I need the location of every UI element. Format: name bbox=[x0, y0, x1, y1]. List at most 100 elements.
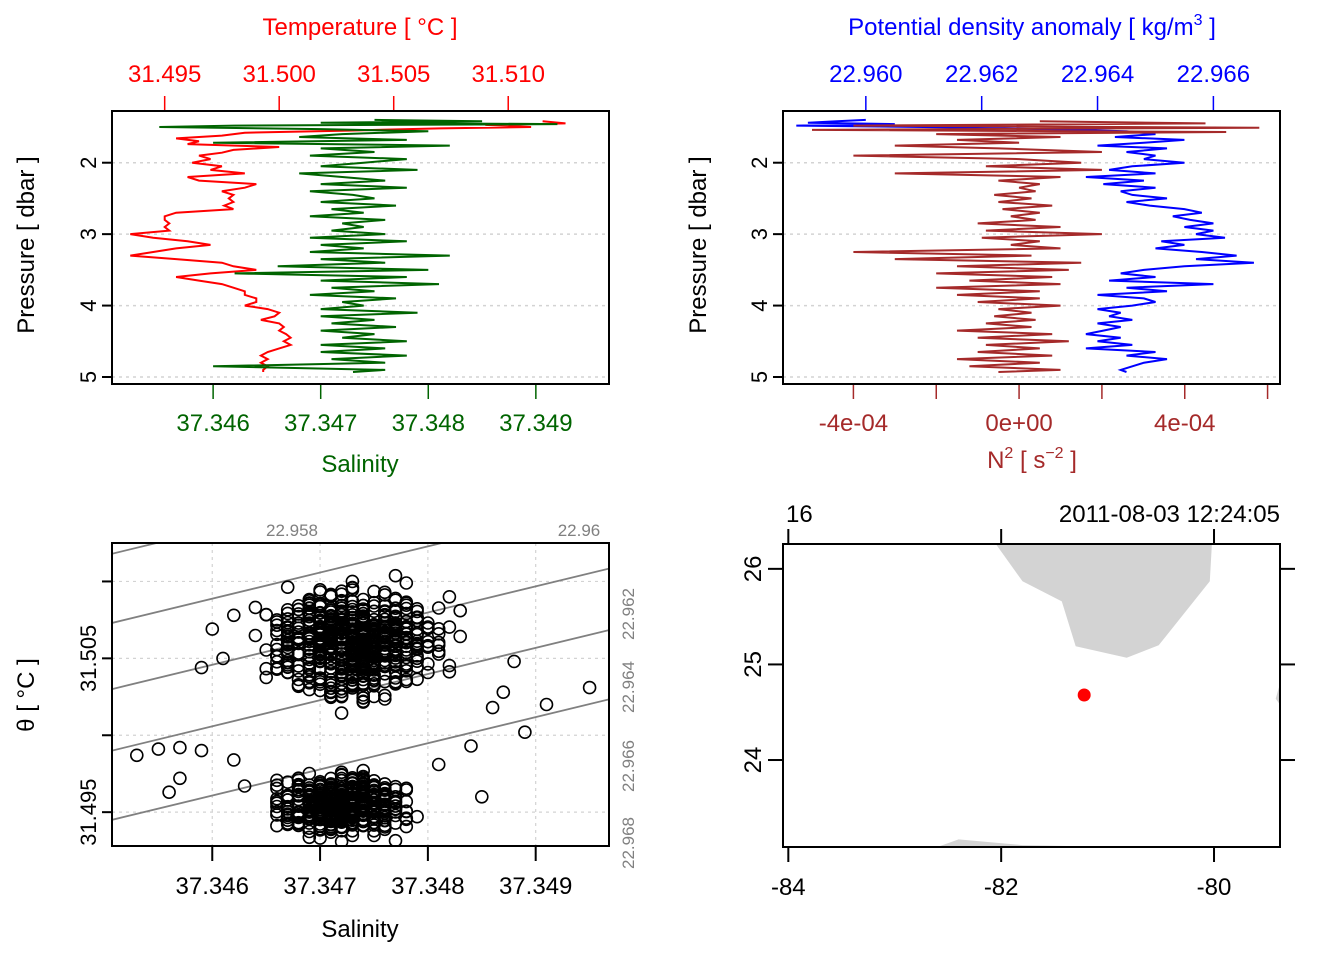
ts-point bbox=[302, 613, 317, 628]
land-cuba-north-coast bbox=[937, 839, 1119, 847]
pressure-axis-title: Pressure [ dbar ] bbox=[13, 156, 40, 333]
ts-point bbox=[280, 658, 295, 672]
top-tick-label: 31.505 bbox=[357, 61, 430, 88]
bottom-tick-label: 37.349 bbox=[499, 410, 572, 437]
ts-point bbox=[464, 739, 478, 753]
ts-point bbox=[518, 725, 532, 740]
pressure-axis-title: Pressure [ dbar ] bbox=[685, 156, 712, 333]
ts-point bbox=[442, 620, 457, 634]
ts-point bbox=[345, 681, 360, 695]
profile-series bbox=[796, 118, 1260, 373]
ts-point bbox=[345, 574, 360, 589]
ts-point bbox=[291, 621, 306, 636]
ts-point bbox=[474, 789, 489, 804]
ts-point bbox=[334, 771, 349, 786]
ts-point bbox=[507, 654, 521, 669]
ts-point bbox=[453, 629, 468, 644]
ts-point bbox=[388, 631, 403, 645]
ts-point bbox=[334, 618, 349, 633]
ts-point bbox=[324, 589, 338, 604]
ts-point bbox=[291, 810, 306, 825]
ts-point bbox=[302, 649, 317, 663]
ts-point bbox=[388, 623, 403, 637]
ts-point bbox=[334, 834, 349, 846]
ts-point bbox=[302, 778, 317, 792]
ts-point bbox=[270, 808, 284, 822]
ts-point bbox=[367, 595, 381, 610]
ts-point bbox=[280, 602, 295, 617]
ts-point bbox=[227, 753, 241, 767]
salinity-axis-title: Salinity bbox=[321, 451, 398, 478]
profile-series bbox=[130, 118, 566, 373]
station-dot[interactable] bbox=[1077, 688, 1091, 702]
ts-point bbox=[173, 740, 187, 755]
ts-point bbox=[399, 576, 414, 590]
ts-point bbox=[194, 660, 209, 675]
ts-point bbox=[431, 621, 446, 636]
ts-point bbox=[291, 773, 306, 787]
isopycnal-right-label: 22.964 bbox=[619, 661, 638, 713]
station-marker[interactable] bbox=[1077, 688, 1091, 702]
ts-point bbox=[194, 743, 209, 758]
ts-point bbox=[399, 783, 414, 797]
station-number-label: 16 bbox=[786, 501, 813, 528]
ts-point bbox=[421, 620, 435, 634]
ts-point bbox=[485, 700, 500, 715]
ts-point bbox=[313, 674, 327, 689]
series-line-potential-density-anomaly bbox=[796, 118, 1254, 373]
ts-point bbox=[431, 626, 446, 641]
ts-point bbox=[399, 674, 414, 689]
ts-point bbox=[345, 580, 360, 595]
ts-point bbox=[313, 582, 327, 597]
y-tick-label: 31.495 bbox=[76, 779, 101, 846]
ts-point bbox=[356, 610, 371, 625]
ts-point bbox=[345, 636, 360, 651]
ts-point bbox=[216, 651, 230, 666]
ts-point bbox=[410, 651, 424, 666]
ts-point bbox=[280, 580, 295, 595]
ts-point bbox=[259, 661, 274, 676]
ts-point bbox=[496, 685, 511, 700]
ts-point bbox=[431, 647, 446, 661]
ts-point bbox=[151, 742, 166, 756]
y-tick-label: 4 bbox=[747, 299, 772, 311]
bottom-tick-label: 37.346 bbox=[176, 410, 249, 437]
ts-point bbox=[356, 635, 371, 650]
x-tick-label: -80 bbox=[1197, 874, 1232, 901]
plot-frame bbox=[111, 542, 610, 847]
coastline-land bbox=[937, 544, 1280, 847]
ts-point bbox=[280, 817, 295, 832]
ts-point bbox=[388, 833, 403, 846]
top-tick-label: 22.966 bbox=[1177, 61, 1250, 88]
top-tick-label: 31.495 bbox=[128, 61, 201, 88]
ts-point bbox=[421, 634, 435, 649]
isopycnal-labels: 22.958 22.96 22.962 22.964 22.966 22.968 bbox=[266, 521, 638, 869]
isopycnal-line bbox=[112, 543, 446, 624]
ts-point bbox=[334, 706, 349, 720]
ts-point bbox=[388, 676, 403, 690]
top-tick-label: 22.960 bbox=[829, 61, 902, 88]
isopycnal-right-label: 22.968 bbox=[619, 817, 638, 869]
ts-point bbox=[291, 602, 306, 617]
axes: 37.346 37.347 37.348 37.349 31.495 31.505 bbox=[76, 580, 572, 900]
ts-point bbox=[173, 771, 187, 786]
station-time-label: 2011-08-03 12:24:05 bbox=[1059, 501, 1280, 528]
ts-point bbox=[324, 617, 338, 632]
x-tick-label: -82 bbox=[984, 874, 1019, 901]
ts-point bbox=[367, 828, 381, 843]
density-n2-profile-panel: Potential density anomaly [ kg/m3 ] N2 [… bbox=[685, 12, 1281, 474]
ts-point bbox=[270, 613, 284, 627]
ts-point bbox=[334, 811, 349, 826]
top-tick-label: 31.500 bbox=[242, 61, 315, 88]
ts-point bbox=[345, 790, 360, 805]
bottom-tick-label: 37.348 bbox=[392, 410, 465, 437]
ts-point bbox=[302, 596, 317, 611]
salinity-axis-title: Salinity bbox=[321, 916, 398, 943]
ts-point bbox=[280, 633, 295, 648]
ts-point bbox=[291, 787, 306, 802]
ts-point bbox=[442, 664, 457, 679]
ts-point bbox=[324, 639, 338, 654]
y-tick-label: 2 bbox=[747, 157, 772, 169]
ts-point bbox=[130, 748, 144, 763]
ts-diagram-panel: Salinity θ [ °C ] 22.958 22.96 22.962 22.96… bbox=[13, 521, 638, 943]
